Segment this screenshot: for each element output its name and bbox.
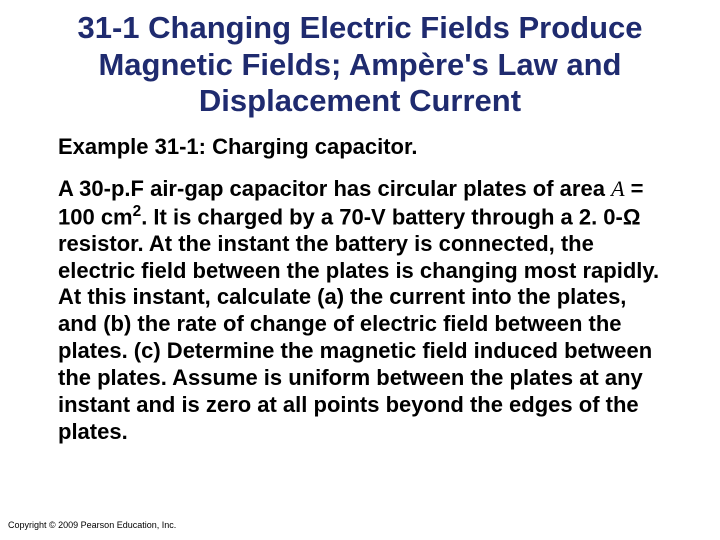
problem-text: A 30-p.F air-gap capacitor has circular … <box>58 176 670 446</box>
copyright-notice: Copyright © 2009 Pearson Education, Inc. <box>8 520 176 530</box>
superscript-2: 2 <box>133 203 142 220</box>
body-pre: A 30-p.F air-gap capacitor has circular … <box>58 176 611 201</box>
example-label: Example 31-1: Charging capacitor. <box>58 134 670 160</box>
slide-title: 31-1 Changing Electric Fields Produce Ma… <box>50 10 670 120</box>
slide-container: 31-1 Changing Electric Fields Produce Ma… <box>0 0 720 540</box>
body-post: . It is charged by a 70-V battery throug… <box>58 204 659 444</box>
variable-A: A <box>611 176 624 201</box>
